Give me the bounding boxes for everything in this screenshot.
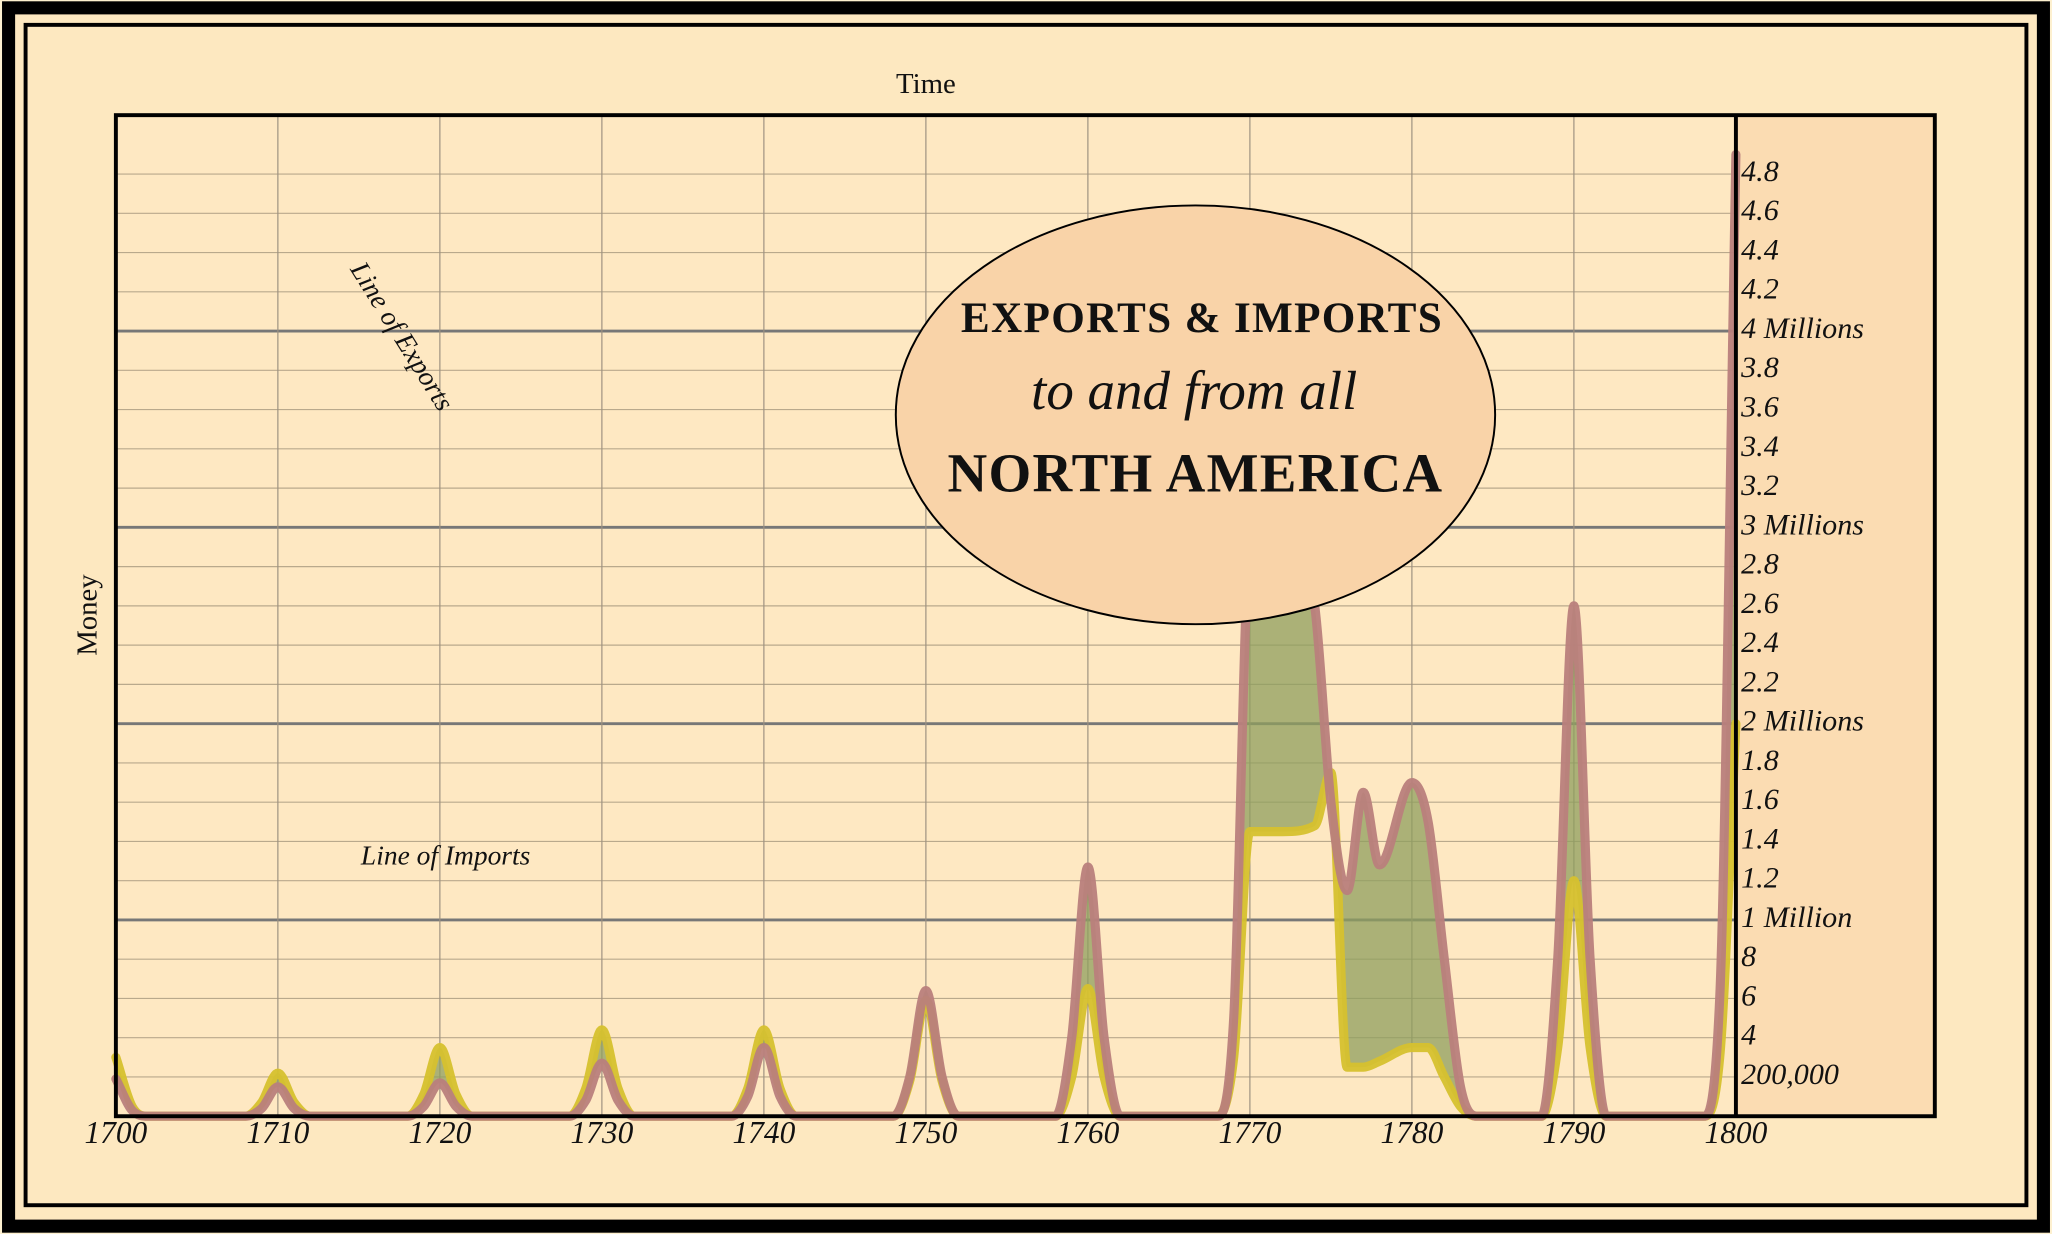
- inner-frame: [23, 22, 2029, 1208]
- y-tick-label: 1.6: [1741, 782, 1779, 816]
- x-tick-label: 1790: [1543, 1115, 1606, 1150]
- x-tick-label: 1710: [246, 1115, 309, 1150]
- scale-panel: [1735, 115, 1935, 1117]
- y-tick-label: 1.8: [1741, 743, 1779, 777]
- x-axis-label: Time: [896, 68, 956, 100]
- x-tick-label: 1760: [1057, 1115, 1120, 1150]
- y-tick-label: 4.6: [1741, 193, 1779, 227]
- y-tick-label: 1.4: [1741, 821, 1779, 855]
- chart-title: to and from all: [1031, 360, 1357, 421]
- y-tick-label: 3.6: [1740, 389, 1779, 423]
- y-tick-label: 3 Millions: [1740, 507, 1864, 541]
- y-tick-label: 4.4: [1741, 232, 1779, 266]
- x-tick-label: 1700: [84, 1115, 147, 1150]
- y-tick-label: 8: [1741, 939, 1756, 973]
- y-tick-label: 1 Million: [1741, 900, 1852, 934]
- y-tick-label: 4.2: [1741, 272, 1779, 306]
- y-tick-label: 4: [1741, 1018, 1756, 1052]
- y-axis-label: Money: [71, 574, 103, 656]
- x-tick-label: 1740: [732, 1115, 795, 1150]
- plot-frame: [113, 113, 1937, 1119]
- y-tick-label: 2.4: [1741, 625, 1779, 659]
- x-tick-label: 1730: [570, 1115, 633, 1150]
- chart-title: NORTH AMERICA: [947, 443, 1443, 504]
- chart-title: EXPORTS & IMPORTS: [961, 295, 1443, 342]
- y-tick-label: 3.2: [1740, 468, 1779, 502]
- y-tick-label: 1.2: [1741, 861, 1779, 895]
- y-tick-label: 2.8: [1741, 547, 1779, 581]
- series-annotation: Line of Imports: [360, 841, 530, 871]
- y-tick-label: 6: [1741, 978, 1756, 1012]
- y-tick-label: 2.2: [1741, 664, 1779, 698]
- y-tick-label: 2.6: [1741, 586, 1779, 620]
- labels: 200,000 4 6 8 1 Million 1.2 1.4 1.6 1.8 2 Million…: [84, 154, 1863, 1150]
- y-tick-label: 200,000: [1741, 1057, 1839, 1091]
- y-tick-label: 3.8: [1740, 350, 1779, 384]
- y-tick-label: 2 Millions: [1741, 704, 1864, 738]
- title-cartouche: [894, 204, 1497, 626]
- x-tick-label: 1780: [1381, 1115, 1444, 1150]
- x-tick-label: 1720: [408, 1115, 471, 1150]
- x-tick-label: 1750: [895, 1115, 958, 1150]
- series-line: [111, 149, 1741, 1121]
- x-tick-label: 1800: [1705, 1115, 1768, 1150]
- y-tick-label: 4 Millions: [1741, 311, 1864, 345]
- y-tick-label: 3.4: [1740, 429, 1779, 463]
- y-tick-label: 4.8: [1741, 154, 1779, 188]
- x-tick-label: 1770: [1219, 1115, 1282, 1150]
